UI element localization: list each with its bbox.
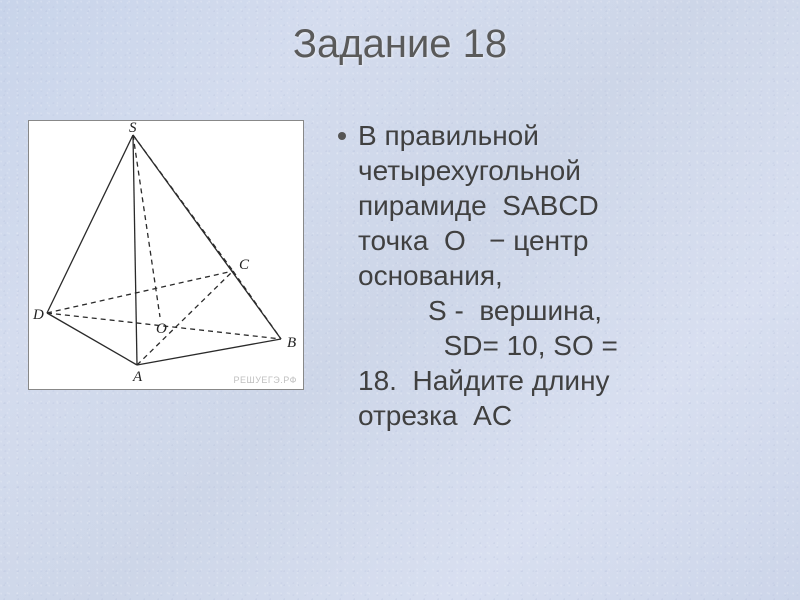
svg-text:A: A	[132, 369, 143, 385]
svg-text:S: S	[129, 121, 137, 136]
pyramid-svg: S D A B C O	[29, 121, 305, 391]
bullet-point	[338, 132, 346, 140]
problem-line: В правильной	[358, 118, 618, 153]
problem-line: основания,	[358, 258, 618, 293]
problem-line: S - вершина,	[358, 293, 618, 328]
problem-text: В правильнойчетырехугольнойпирамиде SABC…	[358, 118, 618, 433]
problem-line: SD= 10, SO =	[358, 328, 618, 363]
problem-line: пирамиде SABCD	[358, 188, 618, 223]
slide-title: Задание 18	[0, 22, 800, 67]
problem-line: точка O − центр	[358, 223, 618, 258]
problem-line: отрезка AC	[358, 398, 618, 433]
svg-text:O: O	[156, 321, 167, 337]
svg-text:B: B	[287, 335, 296, 351]
problem-line: четырехугольной	[358, 153, 618, 188]
figure-watermark: РЕШУЕГЭ.РФ	[233, 375, 297, 385]
problem-line: 18. Найдите длину	[358, 363, 618, 398]
pyramid-figure: S D A B C O РЕШУЕГЭ.РФ	[28, 120, 304, 390]
svg-text:C: C	[239, 257, 250, 273]
svg-text:D: D	[32, 307, 44, 323]
